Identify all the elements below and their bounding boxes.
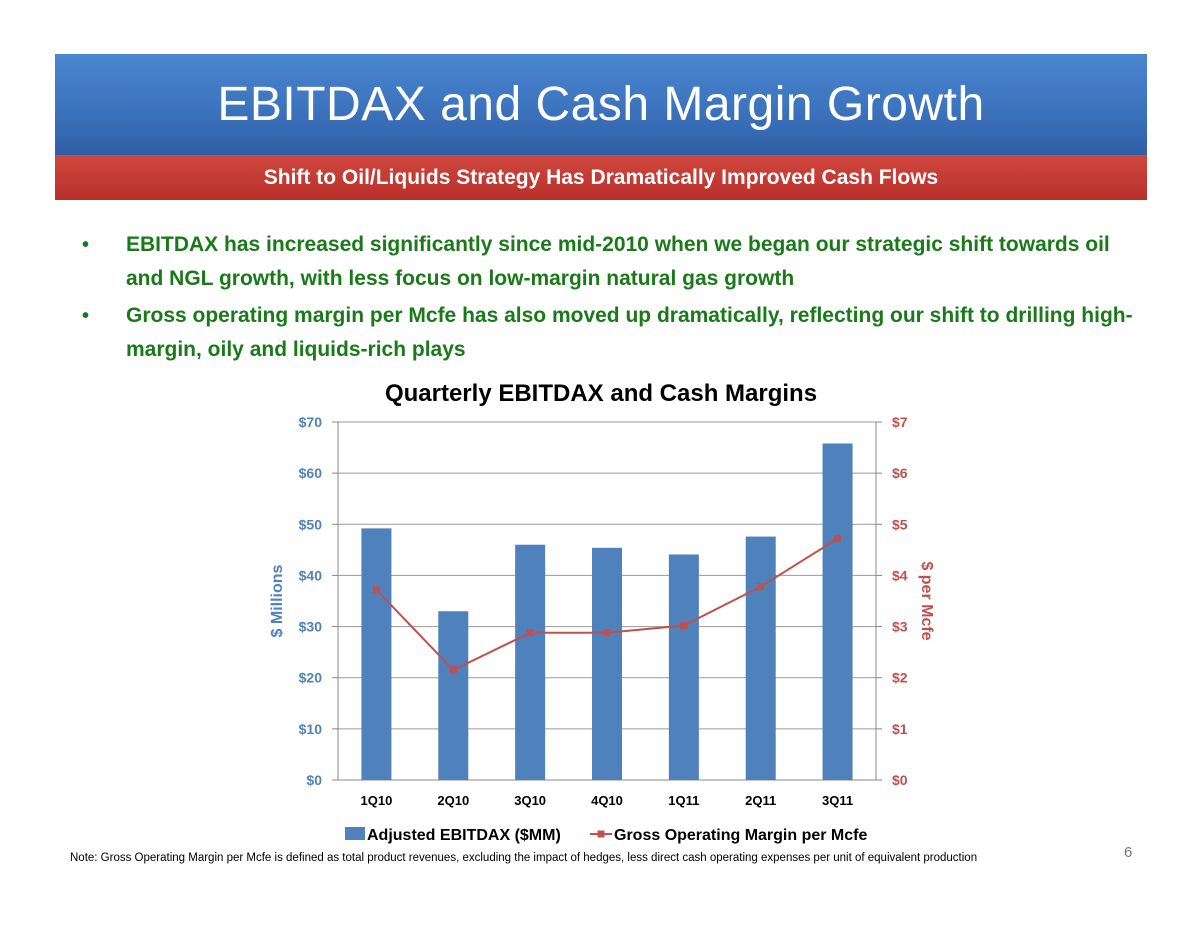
y-tick-label: $0: [306, 772, 322, 788]
y2-tick-label: $0: [892, 772, 908, 788]
y2-tick-label: $3: [892, 619, 908, 635]
slide-title: EBITDAX and Cash Margin Growth: [217, 78, 985, 131]
legend-line-marker: [597, 830, 605, 838]
legend-bar-label: Adjusted EBITDAX ($MM): [367, 827, 561, 844]
y2-tick-label: $7: [892, 414, 908, 430]
chart-title: Quarterly EBITDAX and Cash Margins: [385, 380, 817, 407]
line-series: [372, 535, 842, 674]
x-tick-label: 3Q10: [514, 793, 546, 808]
axes: $0 $10 $20 $30 $40 $50 $60 $70 $0 $1 $2 $3 $4 $5 $6 $7 1…: [269, 414, 935, 808]
y-tick-label: $10: [299, 721, 323, 737]
bar-1Q11: [668, 554, 699, 780]
point-2Q10: [449, 666, 457, 674]
point-2Q11: [757, 583, 765, 591]
page-number: 6: [1124, 844, 1133, 861]
y-tick-label: $40: [299, 567, 323, 583]
y2-tick-label: $2: [892, 670, 908, 686]
bar-series: [361, 443, 853, 780]
y-tick-label: $60: [299, 465, 323, 481]
bullet-symbol: •: [82, 234, 90, 256]
footnote: Note: Gross Operating Margin per Mcfe is…: [70, 852, 978, 864]
title-band: EBITDAX and Cash Margin Growth: [55, 54, 1147, 155]
bar-2Q11: [745, 536, 776, 780]
bar-4Q10: [592, 547, 622, 780]
point-1Q11: [680, 622, 688, 630]
y2-tick-label: $5: [892, 516, 908, 532]
bar-3Q11: [822, 443, 853, 780]
y-axis-title: $ Millions: [269, 564, 286, 637]
bar-3Q10: [515, 544, 546, 780]
x-tick-label: 3Q11: [822, 793, 853, 808]
bullet-item: • EBITDAX has increased significantly si…: [78, 228, 1138, 296]
y2-tick-label: $1: [892, 721, 908, 737]
legend-line-label: Gross Operating Margin per Mcfe: [614, 827, 867, 844]
x-tick-label: 2Q10: [437, 793, 469, 808]
legend: Adjusted EBITDAX ($MM) Gross Operating Ma…: [345, 827, 867, 844]
bullet-symbol: •: [82, 305, 90, 327]
x-tick-label: 1Q10: [361, 793, 393, 808]
subtitle-band: Shift to Oil/Liquids Strategy Has Dramat…: [55, 155, 1147, 200]
y-tick-label: $30: [299, 619, 323, 635]
y-tick-label: $70: [299, 414, 323, 430]
legend-bar-swatch: [345, 827, 365, 840]
y-tick-label: $20: [299, 670, 323, 686]
bullet-list: • EBITDAX has increased significantly si…: [78, 228, 1138, 370]
bullet-item: • Gross operating margin per Mcfe has al…: [78, 299, 1138, 367]
bar-2Q10: [438, 611, 469, 780]
y-tick-label: $50: [299, 516, 323, 532]
point-4Q10: [603, 629, 611, 637]
slide-subtitle: Shift to Oil/Liquids Strategy Has Dramat…: [263, 166, 939, 189]
x-tick-label: 4Q10: [591, 793, 623, 808]
x-tick-label: 2Q11: [745, 793, 776, 808]
y2-axis-title: $ per Mcfe: [918, 561, 935, 640]
point-3Q10: [526, 629, 534, 637]
y2-tick-label: $4: [892, 567, 908, 583]
point-3Q11: [834, 535, 842, 543]
x-tick-label: 1Q11: [668, 793, 699, 808]
point-1Q10: [372, 586, 380, 594]
y2-tick-label: $6: [892, 465, 908, 481]
bar-1Q10: [361, 528, 392, 780]
bullet-text: Gross operating margin per Mcfe has also…: [126, 304, 1133, 361]
bullet-text: EBITDAX has increased significantly sinc…: [126, 233, 1110, 290]
